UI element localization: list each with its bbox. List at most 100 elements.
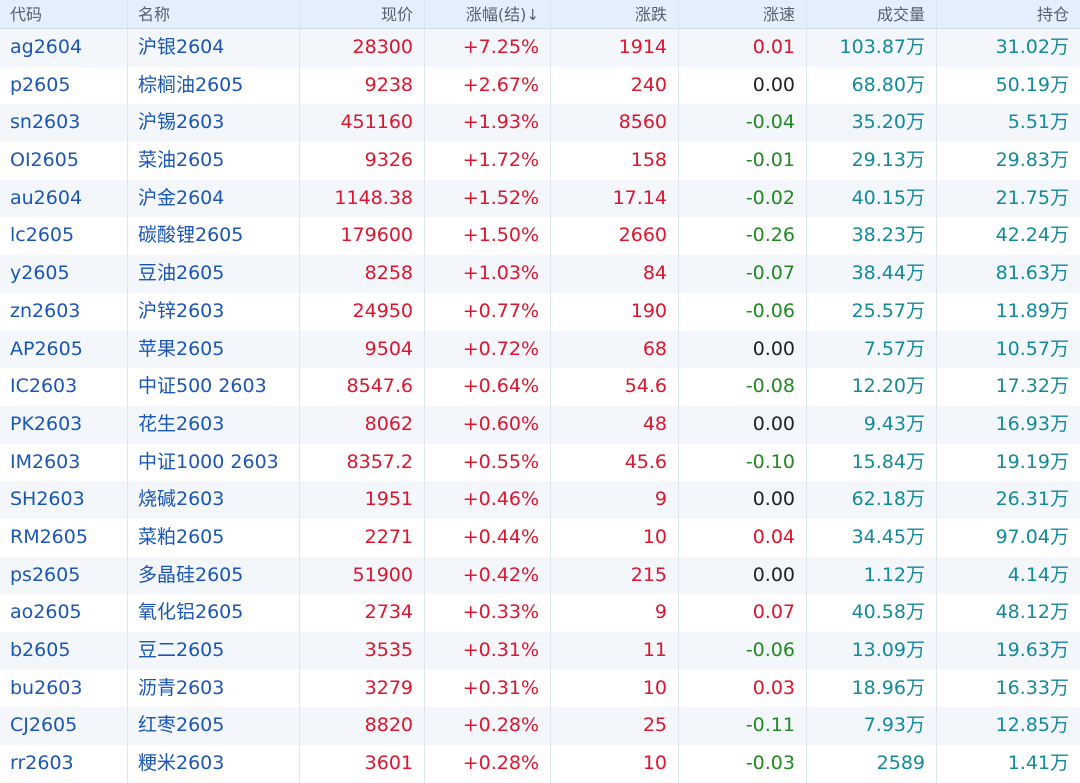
table-row[interactable]: AP2605 苹果2605 9504 +0.72% 68 0.00 7.57万 10.57万 (0, 330, 1080, 369)
change-cell: 10 (551, 745, 679, 783)
table-row[interactable]: ao2605 氧化铝2605 2734 +0.33% 9 0.07 40.58万 48.12万 (0, 594, 1080, 632)
change-cell: 45.6 (551, 443, 679, 482)
column-header-change[interactable]: 涨跌 (551, 0, 679, 28)
column-header-price[interactable]: 现价 (300, 0, 425, 28)
speed-cell: -0.02 (679, 179, 807, 218)
volume-cell: 68.80万 (807, 66, 937, 105)
open-interest-cell: 50.19万 (995, 73, 1069, 96)
table-row[interactable]: RM2605 菜粕2605 2271 +0.44% 10 0.04 34.45万 97.04万 (0, 518, 1080, 557)
pct-change-cell: +0.60% (425, 405, 551, 444)
code-cell: PK2603 (0, 405, 128, 444)
sort-desc-icon: ↓ (526, 6, 539, 24)
speed-cell: 0.04 (679, 518, 807, 557)
name-cell: 中证1000 2603 (128, 443, 300, 482)
price-cell: 2734 (300, 594, 425, 632)
name-cell: 菜粕2605 (128, 518, 300, 557)
open-interest-cell: 97.04万 (995, 525, 1069, 548)
table-row[interactable]: zn2603 沪锌2603 24950 +0.77% 190 -0.06 25.57万 11.… (0, 292, 1080, 331)
code-cell: IC2603 (0, 368, 128, 406)
speed-cell: 0.00 (679, 481, 807, 519)
code-cell: y2605 (0, 255, 128, 293)
column-header-pct-label: 涨幅(结) (465, 5, 527, 24)
change-cell: 9 (551, 594, 679, 632)
pct-change-cell: +2.67% (425, 66, 551, 105)
code-cell: zn2603 (0, 292, 128, 331)
speed-cell: -0.04 (679, 104, 807, 143)
column-header-name[interactable]: 名称 (128, 0, 300, 28)
table-row[interactable]: CJ2605 红枣2605 8820 +0.28% 25 -0.11 7.93万 12.85万 (0, 707, 1080, 746)
table-row[interactable]: y2605 豆油2605 8258 +1.03% 84 -0.07 38.44万 81.63万 (0, 255, 1080, 293)
pct-change-cell: +0.28% (425, 745, 551, 783)
speed-cell: 0.07 (679, 594, 807, 632)
open-interest-cell: 81.63万 (995, 262, 1069, 285)
table-row[interactable]: OI2605 菜油2605 9326 +1.72% 158 -0.01 29.13万 29.8… (0, 142, 1080, 180)
column-header-open-interest[interactable]: 持仓 (1036, 5, 1069, 24)
code-cell: SH2603 (0, 481, 128, 519)
name-cell: 苹果2605 (128, 330, 300, 369)
table-row[interactable]: b2605 豆二2605 3535 +0.31% 11 -0.06 13.09万 19.63万 (0, 632, 1080, 670)
price-cell: 1148.38 (300, 179, 425, 218)
change-cell: 158 (551, 142, 679, 180)
volume-cell: 35.20万 (807, 104, 937, 143)
price-cell: 24950 (300, 292, 425, 331)
table-body: ag2604 沪银2604 28300 +7.25% 1914 0.01 103.87万 31… (0, 29, 1080, 783)
change-cell: 215 (551, 556, 679, 595)
price-cell: 3535 (300, 632, 425, 670)
table-row[interactable]: rr2603 粳米2603 3601 +0.28% 10 -0.03 2589 1.41万 (0, 745, 1080, 783)
table-row[interactable]: ag2604 沪银2604 28300 +7.25% 1914 0.01 103.87万 31… (0, 29, 1080, 67)
pct-change-cell: +0.42% (425, 556, 551, 595)
table-row[interactable]: p2605 棕榈油2605 9238 +2.67% 240 0.00 68.80万 50.19… (0, 66, 1080, 105)
speed-cell: -0.06 (679, 292, 807, 331)
code-cell: b2605 (0, 632, 128, 670)
table-row[interactable]: bu2603 沥青2603 3279 +0.31% 10 0.03 18.96万 16.33万 (0, 669, 1080, 708)
table-row[interactable]: ps2605 多晶硅2605 51900 +0.42% 215 0.00 1.12万 4.14… (0, 556, 1080, 595)
code-cell: CJ2605 (0, 707, 128, 746)
pct-change-cell: +0.28% (425, 707, 551, 746)
open-interest-cell: 21.75万 (995, 186, 1069, 209)
open-interest-cell: 12.85万 (995, 714, 1069, 737)
column-header-speed[interactable]: 涨速 (679, 0, 807, 28)
volume-cell: 13.09万 (807, 632, 937, 670)
table-row[interactable]: lc2605 碳酸锂2605 179600 +1.50% 2660 -0.26 38.23万… (0, 217, 1080, 256)
change-cell: 2660 (551, 217, 679, 256)
column-header-code[interactable]: 代码 (0, 0, 128, 28)
column-header-pct-change[interactable]: 涨幅(结)↓ (425, 0, 551, 28)
speed-cell: -0.06 (679, 632, 807, 670)
price-cell: 8357.2 (300, 443, 425, 482)
price-cell: 9238 (300, 66, 425, 105)
table-row[interactable]: PK2603 花生2603 8062 +0.60% 48 0.00 9.43万 16.93万 (0, 405, 1080, 444)
change-cell: 54.6 (551, 368, 679, 406)
code-cell: au2604 (0, 179, 128, 218)
pct-change-cell: +1.03% (425, 255, 551, 293)
code-cell: AP2605 (0, 330, 128, 369)
table-header: 代码 名称 现价 涨幅(结)↓ 涨跌 涨速 成交量 持仓 (0, 0, 1080, 29)
volume-cell: 103.87万 (807, 29, 937, 67)
table-row[interactable]: IM2603 中证1000 2603 8357.2 +0.55% 45.6 -0.10 15… (0, 443, 1080, 482)
volume-cell: 38.44万 (807, 255, 937, 293)
table-row[interactable]: SH2603 烧碱2603 1951 +0.46% 9 0.00 62.18万 26.31万 (0, 481, 1080, 519)
table-row[interactable]: sn2603 沪锡2603 451160 +1.93% 8560 -0.04 35.20万 5… (0, 104, 1080, 143)
table-row[interactable]: IC2603 中证500 2603 8547.6 +0.64% 54.6 -0.08 12.… (0, 368, 1080, 406)
volume-cell: 40.15万 (807, 179, 937, 218)
open-interest-cell: 42.24万 (995, 224, 1069, 247)
name-cell: 沪银2604 (128, 29, 300, 67)
open-interest-cell: 16.93万 (995, 412, 1069, 435)
open-interest-cell: 48.12万 (995, 601, 1069, 624)
speed-cell: -0.07 (679, 255, 807, 293)
change-cell: 17.14 (551, 179, 679, 218)
speed-cell: -0.11 (679, 707, 807, 746)
name-cell: 碳酸锂2605 (128, 217, 300, 256)
change-cell: 84 (551, 255, 679, 293)
code-cell: lc2605 (0, 217, 128, 256)
pct-change-cell: +0.44% (425, 518, 551, 557)
speed-cell: 0.00 (679, 66, 807, 105)
table-row[interactable]: au2604 沪金2604 1148.38 +1.52% 17.14 -0.02 40.15… (0, 179, 1080, 218)
change-cell: 10 (551, 669, 679, 708)
open-interest-cell: 10.57万 (995, 337, 1069, 360)
code-cell: ag2604 (0, 29, 128, 67)
pct-change-cell: +7.25% (425, 29, 551, 67)
volume-cell: 29.13万 (807, 142, 937, 180)
column-header-volume[interactable]: 成交量 (807, 0, 937, 28)
pct-change-cell: +0.77% (425, 292, 551, 331)
